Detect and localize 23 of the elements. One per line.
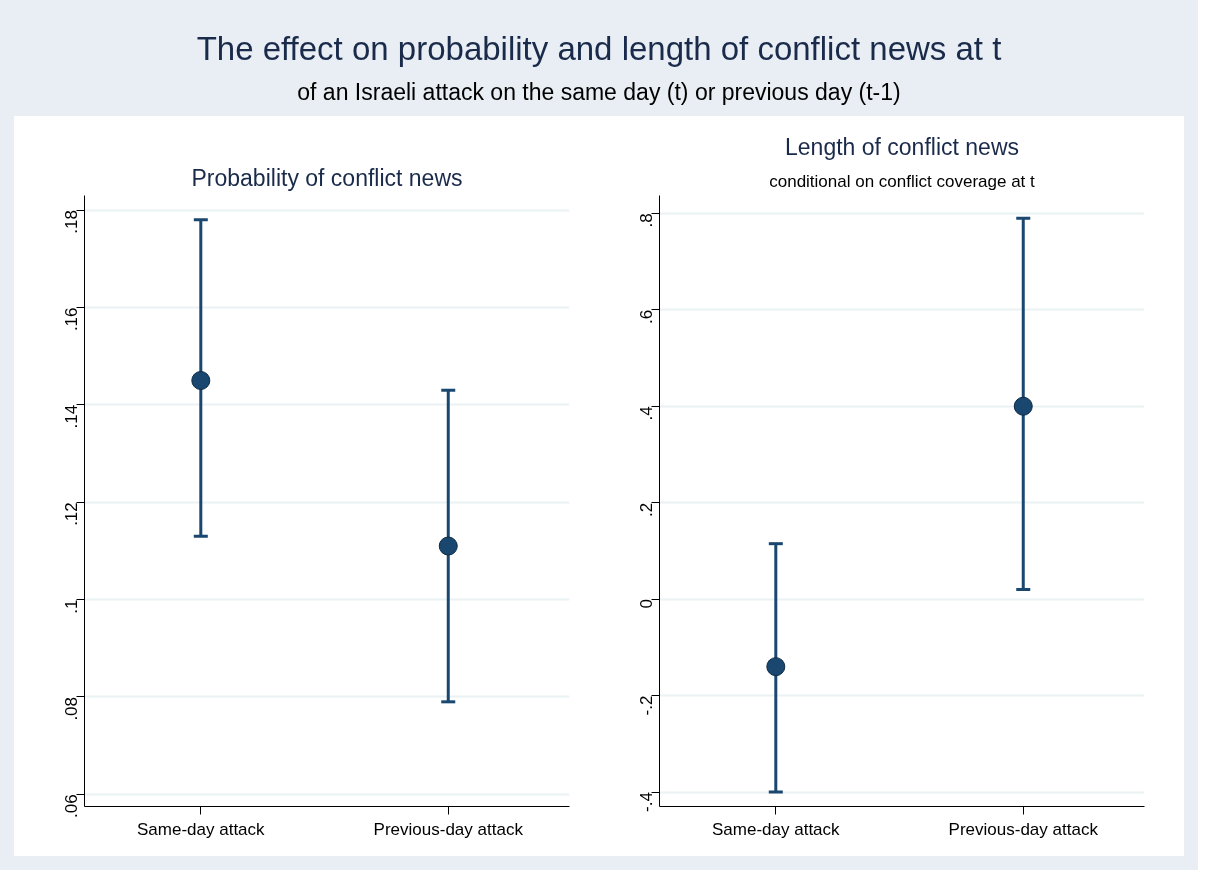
x-tick-label: Same-day attack: [712, 819, 841, 839]
y-tick-label: .12: [62, 502, 82, 526]
chart-title: Length of conflict news: [785, 133, 1019, 160]
text: of an Israeli attack on the same day (t) or previous day (t-1): [296, 78, 902, 108]
y-tick-label: .2: [637, 502, 657, 517]
y-tick-label: -.4: [637, 792, 657, 812]
y-tick-label: .8: [637, 213, 657, 228]
text: The effect on probability and length of conflict news at t: [196, 29, 1002, 69]
y-tick-label: .16: [62, 307, 82, 332]
x-tick-label: Previous-day attack: [373, 819, 524, 839]
chart-subtitle: conditional on conflict coverage at t: [769, 171, 1036, 191]
y-tick-label: 0: [637, 599, 657, 609]
y-tick-label: .1: [62, 599, 82, 614]
chart-title: Probability of conflict news: [191, 164, 463, 191]
y-tick-label: .4: [637, 406, 657, 421]
y-tick-label: .6: [637, 309, 657, 324]
y-tick-label: -.2: [637, 695, 657, 716]
y-tick-label: .14: [62, 404, 82, 429]
y-tick-label: .18: [62, 210, 82, 234]
y-tick-label: .08: [62, 696, 82, 721]
x-tick-label: Previous-day attack: [948, 819, 1099, 839]
y-tick-label: .06: [62, 794, 82, 818]
x-tick-label: Same-day attack: [137, 819, 266, 839]
